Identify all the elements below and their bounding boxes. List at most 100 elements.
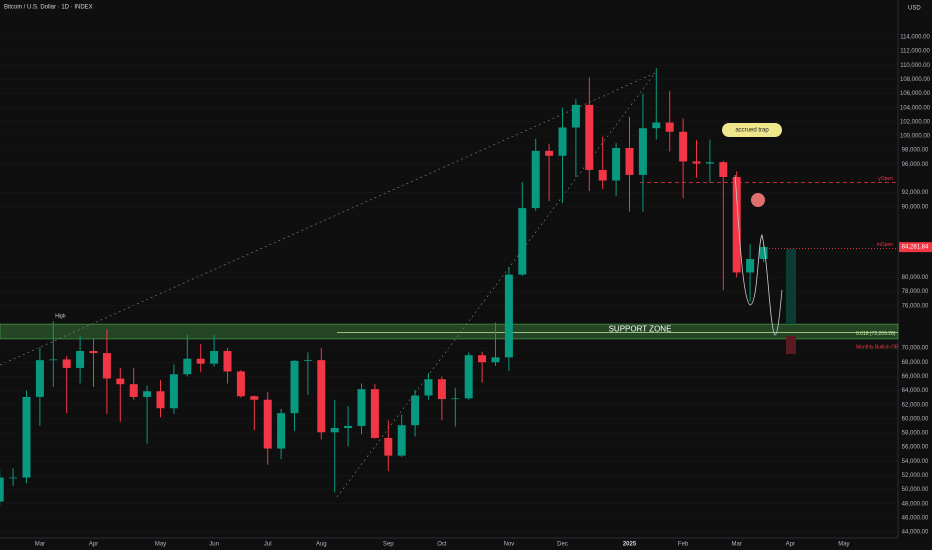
candle-body <box>169 374 178 409</box>
x-tick-label: Aug <box>316 542 327 548</box>
position-target <box>786 249 796 324</box>
chart-title: Bitcoin / U.S. Dollar · 1D · INDEX <box>4 5 93 11</box>
candle-body <box>531 150 540 209</box>
y-tick-label: 66,000.00 <box>902 374 929 380</box>
x-tick-label: 2025 <box>623 542 637 548</box>
candle-body <box>451 398 460 400</box>
candle-body <box>759 247 768 260</box>
y-tick-label: 58,000.00 <box>902 431 929 437</box>
y-tick-label: 48,000.00 <box>902 501 929 507</box>
y-tick-label: 70,000.00 <box>902 346 929 352</box>
y-tick-label: 114,000.00 <box>900 35 930 41</box>
y-tick-label: 44,000.00 <box>902 530 929 536</box>
candle-body <box>397 425 406 456</box>
y-tick-label: 54,000.00 <box>902 459 929 465</box>
candle-body <box>129 384 138 397</box>
candle-body <box>625 148 634 175</box>
candle-body <box>116 378 125 385</box>
x-tick-label: Apr <box>786 542 795 548</box>
projection-path <box>734 174 783 336</box>
candle-body <box>62 359 71 368</box>
candle-body <box>0 477 4 502</box>
x-tick-label: Feb <box>678 542 689 548</box>
candle-body <box>585 104 594 170</box>
x-tick-label: Mar <box>35 542 45 548</box>
y-tick-label: 104,000.00 <box>900 105 931 111</box>
y-tick-label: 80,000.00 <box>902 275 929 281</box>
candle-body <box>424 379 433 396</box>
candle-body <box>638 128 647 175</box>
candle-body <box>705 162 714 164</box>
candle-body <box>504 274 513 358</box>
candle-body <box>102 353 111 379</box>
candle-body <box>290 360 299 414</box>
y-tick-label: 78,000.00 <box>902 289 929 295</box>
candle-body <box>411 395 420 426</box>
y-tick-label: 64,000.00 <box>902 388 929 394</box>
x-tick-label: May <box>155 542 166 548</box>
candle-body <box>598 169 607 181</box>
candle-body <box>491 357 500 363</box>
annotation: accrued trap <box>735 128 769 134</box>
y-tick-label: 98,000.00 <box>902 148 929 154</box>
candle-body <box>76 350 85 368</box>
candle-body <box>692 161 701 164</box>
candle-body <box>679 131 688 162</box>
y-tick-label: 56,000.00 <box>902 445 929 451</box>
fib-label: 0.618 (72,209.28) <box>856 331 896 337</box>
candle-body <box>518 208 527 275</box>
y-tick-label: 52,000.00 <box>902 473 929 479</box>
candle-body <box>89 350 98 354</box>
candle-body <box>464 355 473 399</box>
y-tick-label: 102,000.00 <box>900 119 931 125</box>
candle-body <box>665 122 674 132</box>
candle-body <box>317 360 326 433</box>
y-tick-label: 90,000.00 <box>902 204 929 210</box>
level-label: mOpen <box>877 242 894 248</box>
candle-body <box>183 358 192 375</box>
x-tick-label: Nov <box>504 542 515 548</box>
candle-body <box>263 399 272 449</box>
plot: SUPPORT ZONE 0.618 (72,209.28) Monthly Bul… <box>0 36 899 533</box>
candle-body <box>210 350 219 364</box>
candle-body <box>732 176 741 273</box>
candle-body <box>478 355 487 363</box>
candle-body <box>437 379 446 400</box>
bear-icon <box>751 193 765 207</box>
candle-body <box>612 148 621 181</box>
candle-body <box>49 359 58 361</box>
candle-body <box>156 391 165 409</box>
x-tick-label: Sep <box>383 542 394 548</box>
candle-body <box>558 127 567 156</box>
x-tick-label: Jul <box>264 542 272 548</box>
support-zone-label: SUPPORT ZONE <box>609 325 672 334</box>
candle-body <box>277 413 286 449</box>
trendline <box>336 72 656 498</box>
candle-body <box>344 425 353 429</box>
annotation-bubble <box>722 123 782 137</box>
candle-body <box>250 396 259 400</box>
price-axis <box>898 0 932 550</box>
candle-body <box>35 360 44 397</box>
support-zone <box>0 323 899 340</box>
candle-body <box>303 360 312 361</box>
candle-body <box>571 104 580 128</box>
x-tick-label: Mar <box>732 542 742 548</box>
y-tick-label: 108,000.00 <box>900 77 931 83</box>
candle-body <box>9 477 18 479</box>
x-tick-label: Dec <box>557 542 568 548</box>
candle-body <box>719 162 728 177</box>
candle-body <box>652 122 661 129</box>
x-tick-label: Apr <box>89 542 98 548</box>
candle-body <box>223 350 232 372</box>
candle-body <box>545 150 554 156</box>
candle-body <box>330 428 339 433</box>
ob-label: Monthly Bullish OB <box>856 344 899 350</box>
level-label: yOpen <box>878 176 893 182</box>
candle-body <box>357 389 366 426</box>
x-tick-label: May <box>838 542 849 548</box>
y-tick-label: 110,000.00 <box>900 63 930 69</box>
candle-body <box>370 389 379 438</box>
